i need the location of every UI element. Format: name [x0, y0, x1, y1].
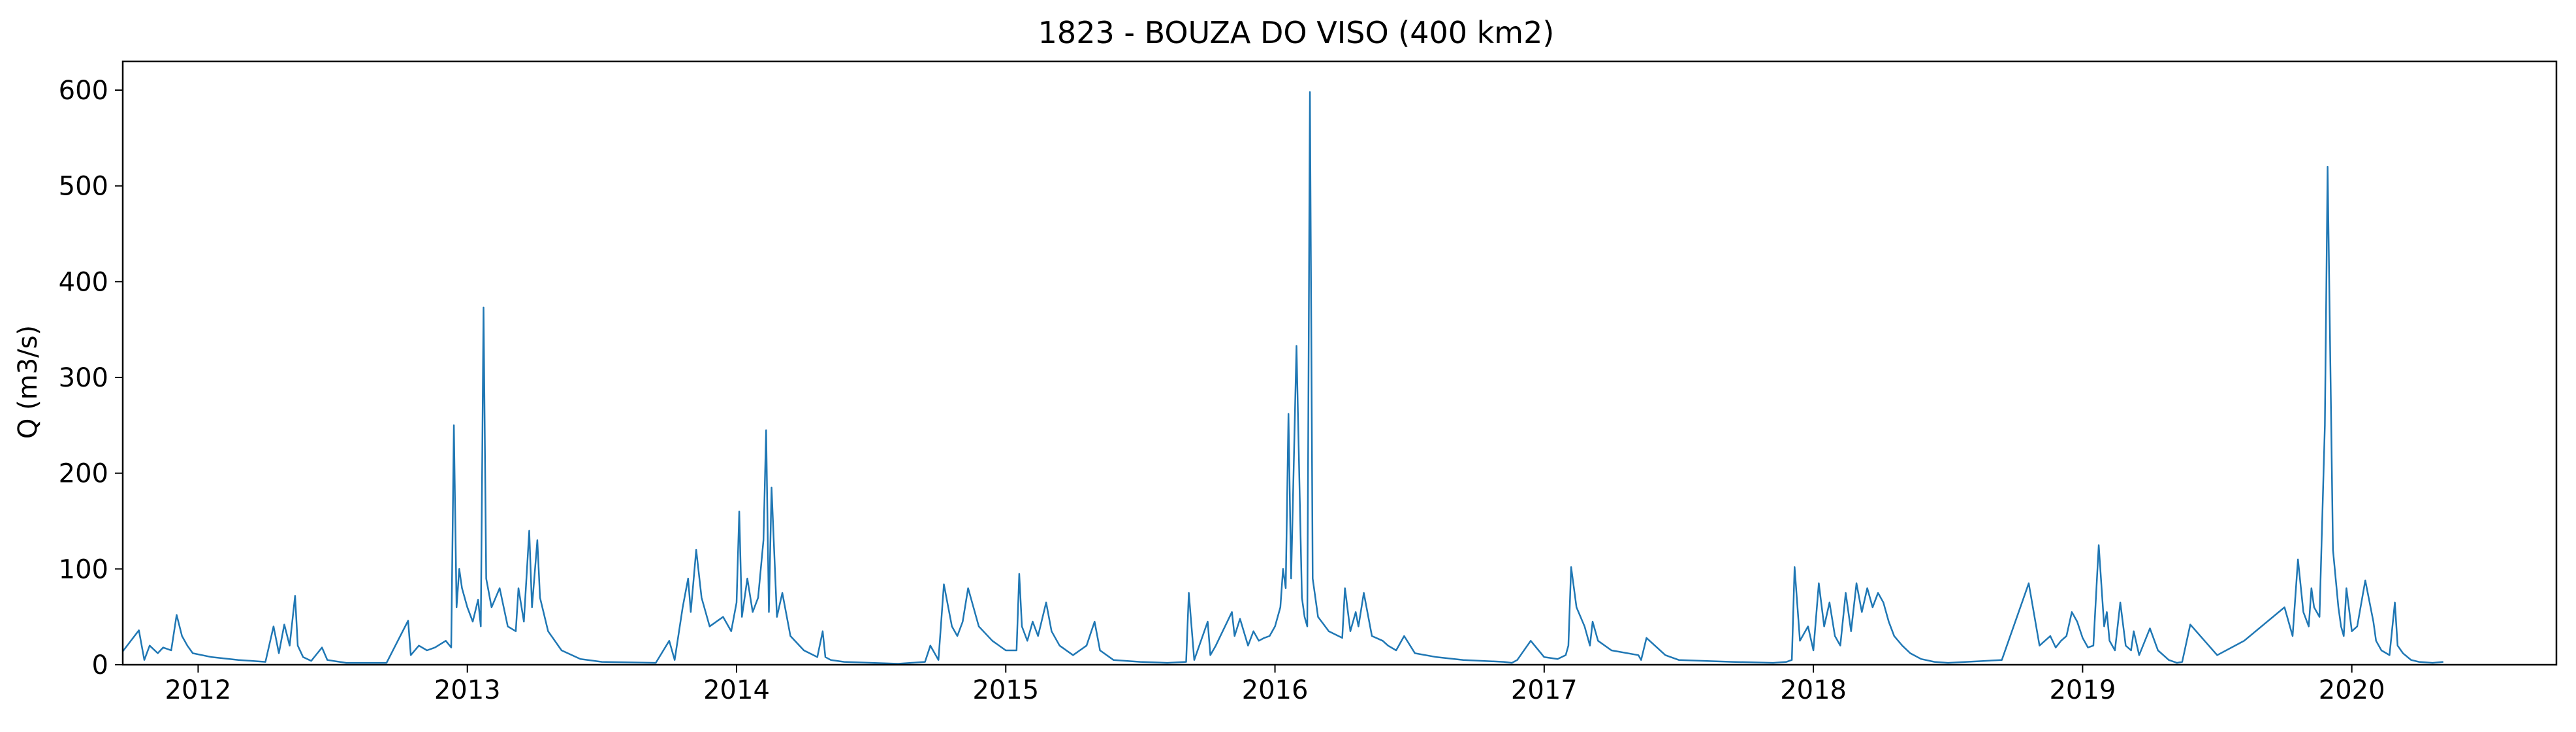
x-tick-label: 2018	[1780, 675, 1847, 705]
y-tick-label: 300	[59, 363, 108, 393]
x-tick-label: 2012	[165, 675, 232, 705]
y-tick-label: 500	[59, 172, 108, 202]
y-axis-label: Q (m3/s)	[13, 325, 43, 439]
x-tick-label: 2014	[703, 675, 770, 705]
chart-title: 1823 - BOUZA DO VISO (400 km2)	[1038, 15, 1555, 50]
x-tick-label: 2020	[2319, 675, 2385, 705]
y-tick-label: 400	[59, 267, 108, 297]
x-axis: 2012 2013 2014 2015 2016 2017 2018 2019 2020	[165, 665, 2385, 705]
plot-frame	[121, 60, 2558, 666]
series-layer	[122, 91, 2443, 665]
x-tick-label: 2019	[2049, 675, 2116, 705]
x-tick-label: 2015	[972, 675, 1039, 705]
y-tick-label: 100	[59, 554, 108, 584]
y-tick-label: 200	[59, 459, 108, 489]
y-tick-label: 0	[92, 650, 108, 680]
y-tick-label: 600	[59, 76, 108, 106]
x-tick-label: 2017	[1511, 675, 1578, 705]
y-axis: 0 100 200 300 400 500 600	[59, 76, 123, 680]
series-line-q	[122, 91, 2443, 665]
x-tick-label: 2013	[434, 675, 501, 705]
x-tick-label: 2016	[1242, 675, 1309, 705]
